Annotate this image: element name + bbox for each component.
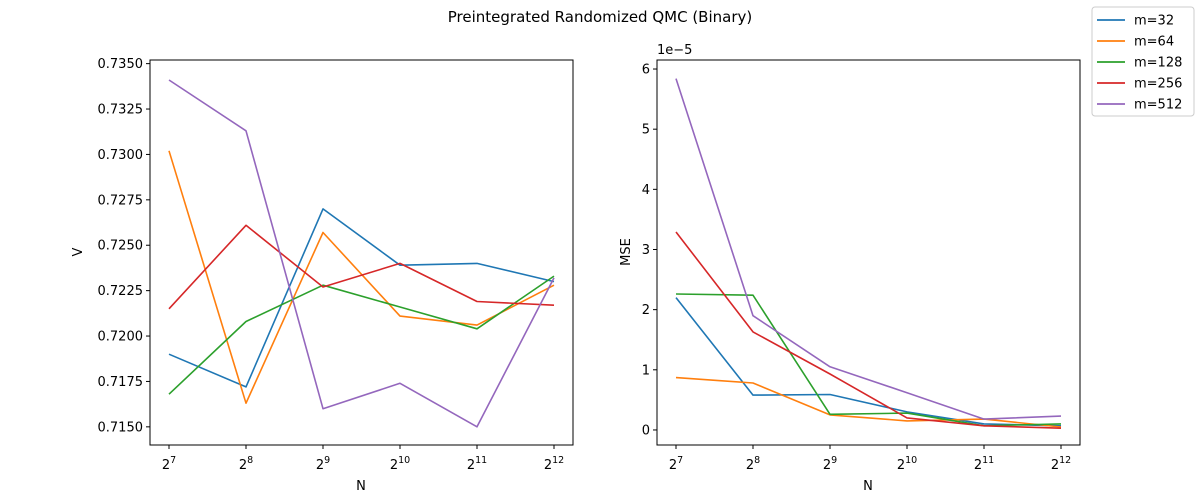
legend-label-m-512: m=512 — [1134, 98, 1182, 113]
legend-label-m-256: m=256 — [1134, 77, 1182, 92]
y-tick-label: 1 — [642, 363, 650, 378]
chart-v: 0.7150 0.7175 0.7200 0.7225 0.7250 0.7275 0.73… — [71, 57, 574, 494]
y-tick-label: 0.7300 — [98, 148, 144, 163]
y-tick-label: 0.7250 — [98, 239, 144, 254]
y-tick-label: 0.7325 — [98, 103, 144, 118]
chart-v-x-ticks: 27 28 29 210 211 212 — [162, 445, 564, 473]
chart-mse-y-label: MSE — [619, 238, 634, 266]
chart-mse-x-label: N — [863, 479, 873, 494]
y-tick-label: 0.7225 — [98, 284, 144, 299]
y-tick-label: 0.7275 — [98, 193, 144, 208]
legend-items: m=32 m=64 m=128 m=256 m=512 — [1097, 14, 1182, 113]
series-line-m-512 — [168, 79, 555, 428]
chart-mse-x-ticks: 27 28 29 210 211 212 — [669, 445, 1071, 473]
x-tick-label: 27 — [669, 455, 683, 473]
legend-label-m-32: m=32 — [1134, 14, 1174, 29]
chart-v-y-label: V — [71, 247, 86, 256]
legend: m=32 m=64 m=128 m=256 m=512 — [1091, 6, 1195, 117]
y-tick-label: 6 — [642, 63, 650, 78]
y-tick-label: 0.7150 — [98, 420, 144, 435]
y-tick-label: 0 — [642, 423, 650, 438]
y-tick-label: 3 — [642, 243, 650, 258]
x-tick-label: 210 — [390, 455, 410, 473]
series-line-m-256 — [168, 224, 555, 310]
x-tick-label: 211 — [467, 455, 487, 473]
y-tick-label: 0.7175 — [98, 375, 144, 390]
chart-mse: 0 1 2 3 4 5 6 27 28 29 210 211 212 1e−5 N MSE — [619, 43, 1081, 494]
series-line-m-256 — [675, 231, 1062, 429]
chart-v-frame — [149, 59, 574, 446]
chart-mse-frame — [656, 59, 1081, 446]
series-line-m-32 — [675, 297, 1062, 427]
x-tick-label: 28 — [239, 455, 253, 473]
x-tick-label: 28 — [746, 455, 760, 473]
x-tick-label: 29 — [823, 455, 837, 473]
chart-v-y-ticks: 0.7150 0.7175 0.7200 0.7225 0.7250 0.7275 0.73… — [98, 57, 150, 435]
chart-mse-series — [675, 78, 1062, 429]
x-tick-label: 212 — [544, 455, 564, 473]
chart-v-x-label: N — [356, 479, 366, 494]
series-line-m-128 — [675, 293, 1062, 427]
series-line-m-128 — [168, 275, 555, 395]
chart-mse-y-ticks: 0 1 2 3 4 5 6 — [642, 63, 657, 438]
x-tick-label: 211 — [974, 455, 994, 473]
chart-v-series — [168, 79, 555, 428]
y-tick-label: 5 — [642, 123, 650, 138]
series-line-m-32 — [168, 208, 555, 388]
y-tick-label: 0.7350 — [98, 57, 144, 72]
series-line-m-64 — [675, 376, 1062, 428]
x-tick-label: 29 — [316, 455, 330, 473]
y-tick-label: 2 — [642, 303, 650, 318]
y-tick-label: 0.7200 — [98, 330, 144, 345]
x-tick-label: 210 — [897, 455, 917, 473]
legend-label-m-64: m=64 — [1134, 35, 1174, 50]
legend-label-m-128: m=128 — [1134, 56, 1182, 71]
series-line-m-64 — [168, 150, 555, 405]
x-tick-label: 27 — [162, 455, 176, 473]
figure-title: Preintegrated Randomized QMC (Binary) — [448, 8, 752, 26]
y-tick-label: 4 — [642, 183, 650, 198]
chart-mse-scale-note: 1e−5 — [657, 43, 692, 58]
x-tick-label: 212 — [1051, 455, 1071, 473]
legend-box — [1091, 6, 1195, 117]
series-line-m-512 — [675, 78, 1062, 420]
